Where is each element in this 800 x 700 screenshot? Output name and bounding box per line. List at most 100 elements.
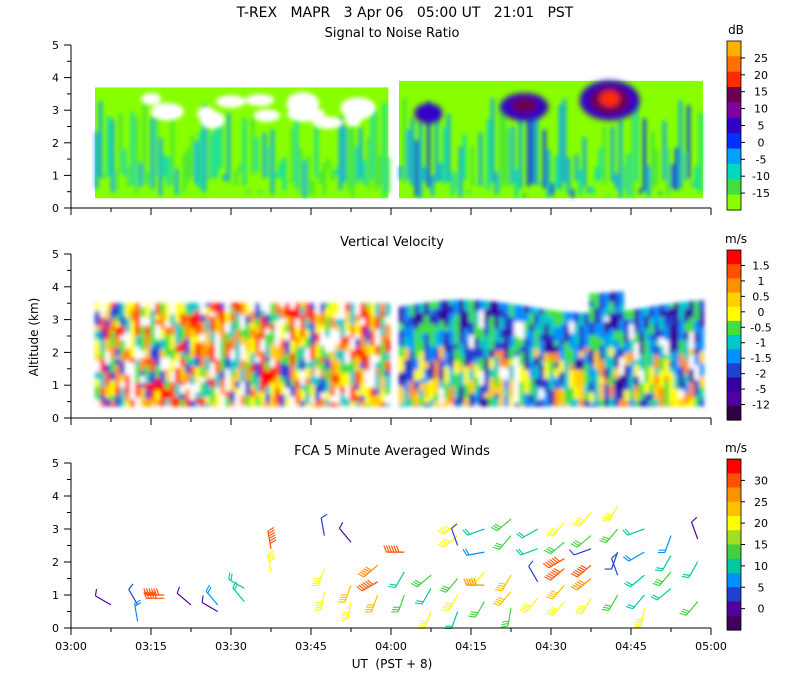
vv-cell (290, 385, 295, 397)
vv-cell (484, 392, 489, 399)
vv-cell (160, 338, 165, 350)
vv-cell (200, 393, 205, 399)
vv-cell (255, 347, 260, 357)
snr-streak (159, 137, 162, 196)
wind-barb-feather (680, 610, 688, 614)
snr-streak (503, 99, 506, 185)
vv-cell (130, 377, 135, 386)
vv-cell (604, 351, 609, 369)
vv-cell (195, 356, 200, 368)
vv-cell (170, 334, 175, 350)
vv-cell (584, 379, 589, 386)
vv-cell (120, 303, 125, 317)
wind-barb-feather (442, 585, 450, 589)
snr-streak (419, 122, 422, 198)
vv-cell (355, 314, 360, 322)
snr-streak (687, 105, 690, 179)
vv-cell (180, 357, 185, 367)
vv-cell (250, 397, 255, 407)
wind-barb-feather (605, 513, 613, 516)
wind-barb-feather (604, 515, 612, 518)
wind-barb-feather (148, 588, 152, 596)
vv-cell (265, 386, 270, 394)
y-tick-label: 1 (52, 379, 59, 392)
vv-cell (275, 388, 280, 403)
vv-cell (554, 362, 559, 369)
vv-cell (345, 311, 350, 322)
wind-barb-shaft (640, 608, 645, 627)
x-tick-label: 03:15 (135, 640, 167, 653)
wind-barb (679, 601, 699, 616)
vv-cell (120, 374, 125, 382)
vv-cell (240, 369, 245, 383)
vv-cell (220, 303, 225, 310)
colorbar-swatch (727, 544, 741, 560)
wind-barb-feather (145, 591, 150, 599)
vv-cell (414, 358, 419, 371)
vv-cell (105, 326, 110, 340)
vv-cell (699, 346, 704, 352)
wind-barb-feather (492, 546, 500, 550)
vv-cell (145, 389, 150, 399)
vv-cell (504, 312, 509, 329)
vv-cell (320, 387, 325, 393)
vv-cell (454, 344, 459, 349)
vv-cell (165, 345, 170, 357)
wind-barb-shaft (394, 571, 405, 588)
wind-barb-feather (547, 560, 554, 566)
colorbar-tick-label: 0 (758, 306, 765, 319)
vv-cell (464, 299, 469, 312)
vv-cell (629, 351, 634, 362)
vv-cell (95, 311, 100, 326)
wind-barb-feather (549, 559, 556, 565)
vv-cell (679, 377, 684, 390)
vv-cell (125, 355, 130, 361)
vv-cell (95, 361, 100, 372)
vv-cell (674, 363, 679, 377)
wind-barb-feather (268, 529, 275, 535)
vv-cell (100, 401, 105, 407)
vv-cell (380, 390, 385, 398)
vv-cell (509, 379, 514, 398)
snr-streak (131, 112, 134, 186)
vv-cell (669, 402, 674, 407)
colorbar: m/s1.510.50-0.5-1-1.5-2-5-12 (725, 232, 772, 421)
vv-cell (345, 363, 350, 374)
vv-cell (479, 358, 484, 371)
vv-cell (594, 390, 599, 405)
vv-cell (125, 303, 130, 318)
vv-cell (609, 396, 614, 407)
colorbar-swatch (727, 292, 741, 308)
wind-barb-feather (550, 590, 558, 594)
vv-cell (175, 361, 180, 368)
vv-cell (459, 365, 464, 372)
vv-cell (215, 345, 220, 360)
vv-cell (310, 323, 315, 331)
vv-cell (509, 347, 514, 361)
vv-cell (140, 307, 145, 318)
vv-cell (230, 303, 235, 308)
snr-streak (667, 148, 670, 196)
vv-cell (539, 314, 544, 324)
vv-cell (205, 314, 210, 320)
snr-streak (475, 183, 478, 186)
vv-cell (524, 404, 529, 407)
wind-barb-shaft (608, 505, 619, 522)
vv-cell (225, 391, 230, 398)
vv-cell (669, 303, 674, 308)
wind-barb-feather (342, 611, 350, 614)
vv-cell (494, 351, 499, 357)
wind-barb-feather (572, 584, 580, 589)
vv-cell (115, 359, 120, 366)
snr-streak (563, 98, 566, 183)
snr-streak (319, 171, 322, 185)
vv-cell (674, 350, 679, 364)
vv-cell (175, 345, 180, 353)
vv-cell (100, 387, 105, 395)
wind-barb (492, 591, 512, 607)
vv-cell (534, 331, 539, 349)
vv-cell (315, 333, 320, 342)
wind-barb-shaft (445, 578, 459, 593)
vv-cell (110, 303, 115, 308)
wind-barb-shaft (501, 574, 512, 592)
